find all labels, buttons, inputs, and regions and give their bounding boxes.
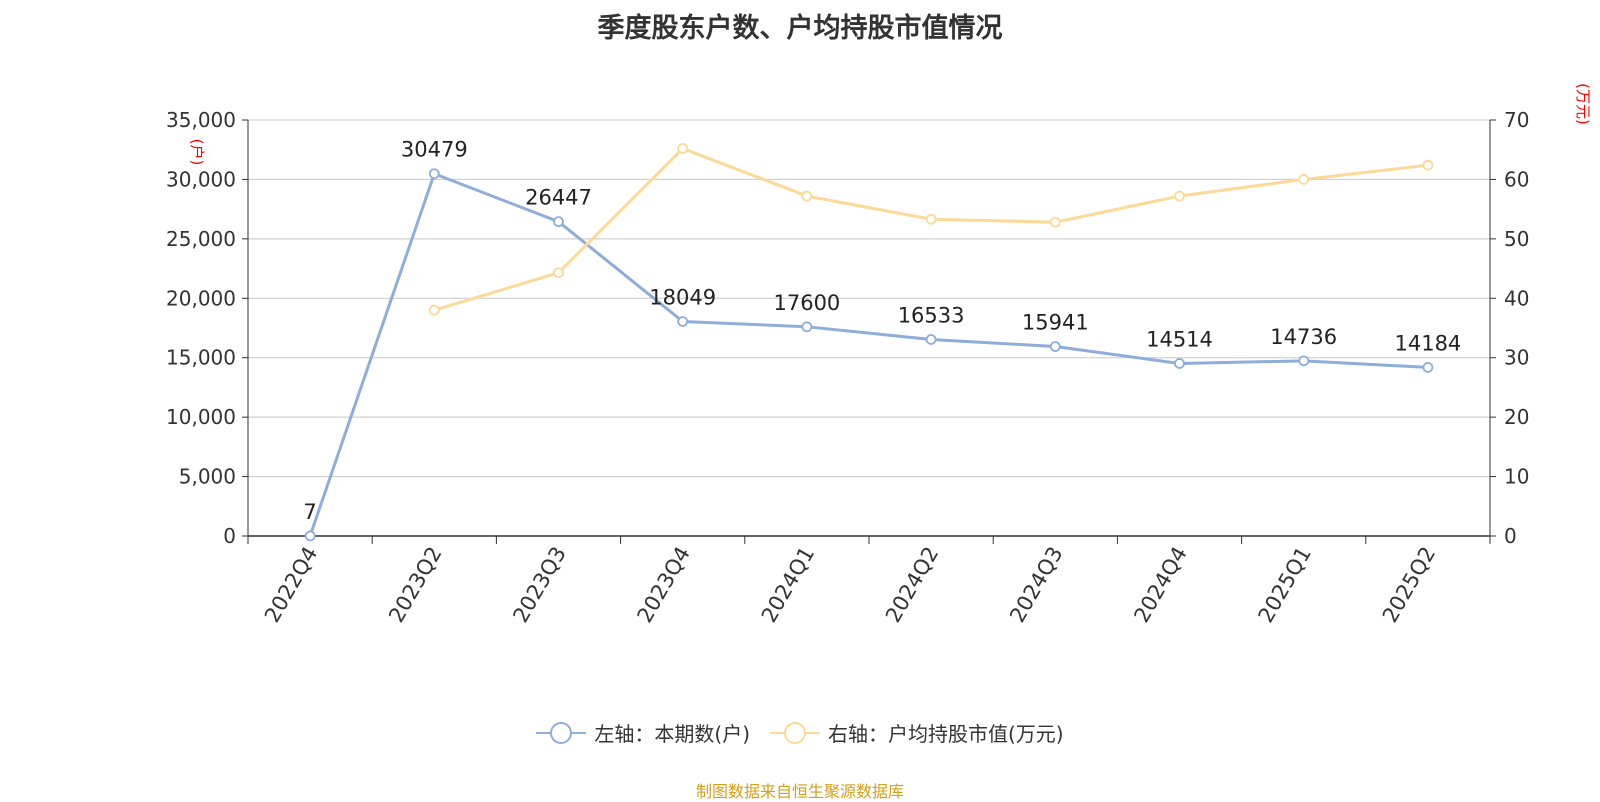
legend-item-right-series[interactable]: 右轴：户均持股市值(万元)	[770, 718, 1064, 747]
right-axis-tick-label: 10	[1504, 465, 1529, 489]
right-axis-tick-label: 30	[1504, 346, 1529, 370]
data-label: 30479	[401, 138, 468, 162]
data-point	[801, 321, 813, 333]
data-point	[677, 143, 689, 154]
right-axis-tick-label: 70	[1504, 108, 1529, 132]
data-point	[1174, 190, 1185, 202]
left-axis-unit: (户)	[188, 139, 206, 166]
data-point	[677, 316, 689, 327]
chart-title: 季度股东户数、户均持股市值情况	[597, 13, 1003, 44]
data-point	[428, 304, 440, 316]
legend: 左轴：本期数(户) 右轴：户均持股市值(万元)	[0, 718, 1600, 747]
left-axis-tick-label: 35,000	[166, 108, 236, 132]
data-label: 26447	[525, 186, 592, 210]
data-point	[801, 190, 813, 202]
x-axis-tick-label: 2023Q4	[633, 543, 695, 627]
left-axis-tick-label: 30,000	[166, 167, 236, 191]
right-axis-tick-label: 20	[1504, 405, 1529, 429]
right-axis-tick-label: 50	[1504, 227, 1529, 251]
source-note: 制图数据来自恒生聚源数据库	[695, 782, 904, 801]
x-axis-tick-label: 2025Q1	[1254, 543, 1316, 627]
data-label: 14184	[1394, 331, 1461, 355]
data-point	[304, 530, 316, 542]
x-axis-tick-label: 2025Q2	[1378, 543, 1440, 627]
data-label: 16533	[898, 303, 965, 327]
data-point	[553, 267, 564, 279]
x-axis-tick-label: 2022Q4	[260, 543, 322, 627]
x-axis-tick-label: 2024Q4	[1129, 543, 1191, 627]
right-axis-unit: (万元)	[1574, 83, 1592, 125]
x-axis-tick-label: 2023Q2	[384, 543, 446, 627]
left-axis-tick-label: 5,000	[179, 465, 236, 489]
x-axis-tick-label: 2024Q3	[1005, 543, 1067, 627]
data-point	[925, 334, 937, 345]
right-axis-tick-label: 40	[1504, 286, 1529, 310]
data-label: 14514	[1146, 327, 1213, 351]
data-point	[1422, 362, 1434, 373]
data-label: 15941	[1022, 311, 1089, 335]
x-axis-tick-label: 2023Q3	[508, 543, 570, 627]
x-axis-tick-label: 2024Q2	[881, 543, 943, 627]
right-axis-tick-label: 60	[1504, 167, 1529, 191]
data-point	[925, 213, 937, 225]
legend-marker-yellow	[770, 721, 820, 744]
left-axis-tick-label: 15,000	[166, 346, 236, 370]
data-label: 17600	[773, 291, 840, 315]
series-line-shareholders	[308, 172, 1428, 537]
left-axis-tick-label: 20,000	[166, 286, 236, 310]
legend-label-right-series: 右轴：户均持股市值(万元)	[828, 722, 1064, 746]
data-label: 18049	[649, 285, 716, 309]
right-axis-tick-label: 0	[1504, 524, 1517, 548]
data-point	[1049, 341, 1061, 352]
data-label: 14736	[1270, 325, 1337, 349]
data-label: 7	[303, 500, 316, 524]
data-point	[1298, 174, 1310, 185]
data-point	[1174, 358, 1185, 369]
left-axis-tick-label: 10,000	[166, 405, 236, 429]
legend-item-left-series[interactable]: 左轴：本期数(户)	[536, 718, 750, 747]
data-point	[1049, 216, 1061, 228]
series-line-avg-market-value	[433, 147, 1429, 312]
data-point	[553, 216, 564, 228]
data-point	[1298, 355, 1310, 367]
left-axis-tick-label: 0	[223, 524, 236, 548]
legend-marker-blue	[536, 721, 587, 744]
data-point	[1422, 159, 1434, 171]
x-axis-tick-label: 2024Q1	[757, 543, 819, 627]
legend-label-left-series: 左轴：本期数(户)	[594, 722, 750, 746]
chart-canvas: 0 0 5,000 10 10,000 20 15,000 30 20,000 40 25,000 5…	[166, 83, 1592, 627]
data-point	[428, 168, 440, 180]
left-axis-tick-label: 25,000	[166, 227, 236, 251]
